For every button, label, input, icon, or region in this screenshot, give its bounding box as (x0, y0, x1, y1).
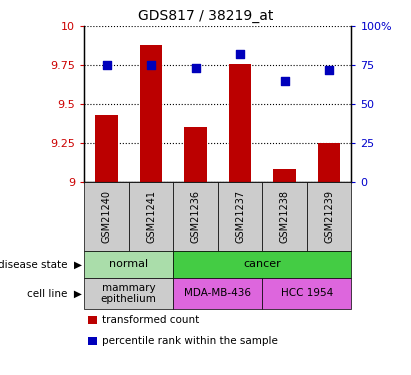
Point (103, 62, 110, 68)
Text: disease state  ▶: disease state ▶ (0, 260, 82, 269)
Text: mammary
epithelium: mammary epithelium (101, 283, 157, 304)
Point (326, 67, 332, 73)
Point (237, 51, 243, 57)
Bar (318, 143, 340, 182)
Point (192, 65, 199, 71)
Text: cell line  ▶: cell line ▶ (27, 288, 82, 298)
Text: GSM21236: GSM21236 (191, 190, 201, 243)
Text: GSM21241: GSM21241 (146, 190, 156, 243)
Text: GSM21238: GSM21238 (279, 190, 290, 243)
Text: GDS817 / 38219_at: GDS817 / 38219_at (138, 9, 273, 23)
Bar (95, 115, 118, 182)
Bar (273, 170, 296, 182)
Text: HCC 1954: HCC 1954 (281, 288, 333, 298)
Bar (140, 45, 162, 182)
Text: transformed count: transformed count (102, 315, 199, 325)
Bar (185, 128, 207, 182)
Text: cancer: cancer (243, 260, 281, 269)
Text: GSM21239: GSM21239 (324, 190, 334, 243)
Text: normal: normal (109, 260, 148, 269)
Text: MDA-MB-436: MDA-MB-436 (184, 288, 252, 298)
Point (281, 78, 288, 84)
Text: percentile rank within the sample: percentile rank within the sample (102, 336, 277, 346)
Text: GSM21237: GSM21237 (235, 190, 245, 243)
Text: GSM21240: GSM21240 (102, 190, 111, 243)
Point (148, 62, 155, 68)
Bar (229, 64, 251, 182)
